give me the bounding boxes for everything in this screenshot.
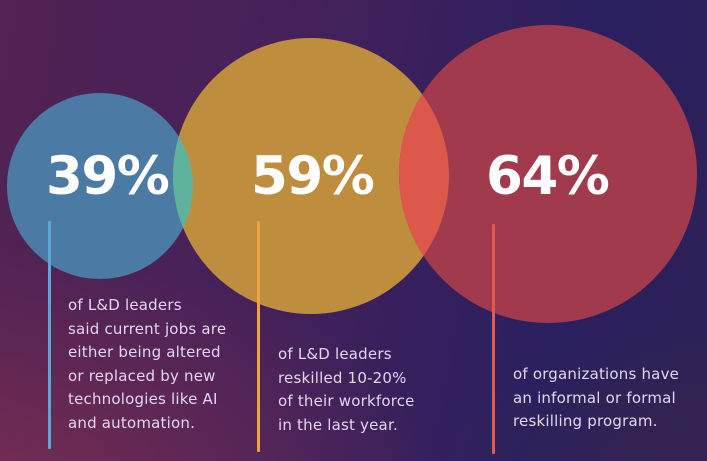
circle-39-percent <box>7 93 193 279</box>
circle-59-percent <box>173 38 449 314</box>
stat-64-caption: of organizations have an informal or for… <box>513 365 680 430</box>
stat-39-leader-line <box>48 221 51 449</box>
circle-64-percent <box>399 25 697 323</box>
stat-59-leader-line <box>257 221 260 452</box>
stat-64-value: 64% <box>486 146 610 207</box>
stat-59-value: 59% <box>251 146 375 207</box>
stat-39-caption: of L&D leaders said current jobs are eit… <box>68 296 227 432</box>
stat-64-leader-line <box>492 224 495 454</box>
stat-39-value: 39% <box>46 146 170 207</box>
stat-59-caption: of L&D leaders reskilled 10-20% of their… <box>278 345 415 434</box>
